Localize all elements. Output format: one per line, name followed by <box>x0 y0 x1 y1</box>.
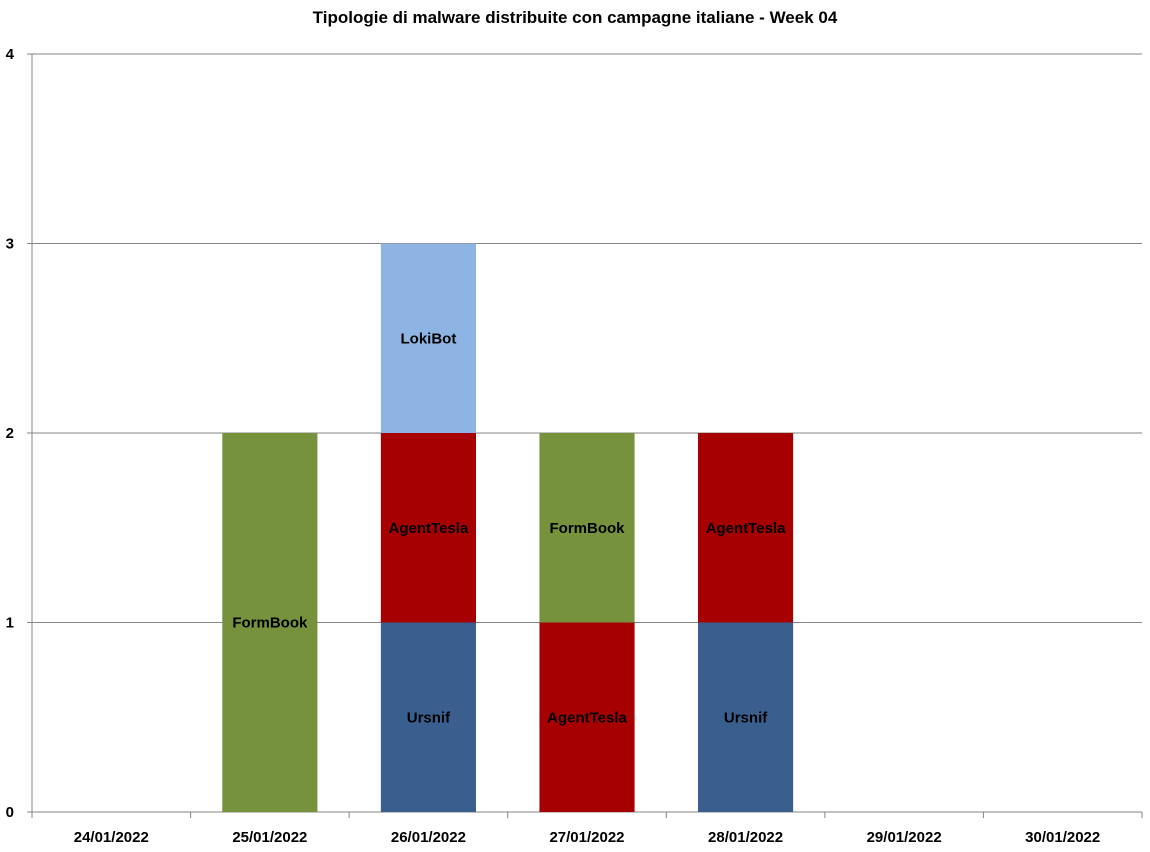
x-tick-label: 26/01/2022 <box>391 829 466 846</box>
y-tick-label: 2 <box>6 425 14 442</box>
data-label: FormBook <box>232 615 308 632</box>
data-label: FormBook <box>550 520 626 537</box>
y-tick-label: 3 <box>6 236 14 253</box>
x-tick-label: 25/01/2022 <box>232 829 307 846</box>
bar-segment <box>539 433 635 623</box>
x-tick-label: 29/01/2022 <box>867 829 942 846</box>
data-label: AgentTesla <box>706 520 786 537</box>
data-label: AgentTesla <box>547 709 627 726</box>
data-label: LokiBot <box>401 330 457 347</box>
x-tick-label: 30/01/2022 <box>1025 829 1100 846</box>
chart-title: Tipologie di malware distribuite con cam… <box>312 8 838 27</box>
bar-segment <box>380 433 476 623</box>
bar-segment <box>380 622 476 812</box>
y-tick-label: 0 <box>6 804 14 821</box>
bar-segment <box>222 433 318 812</box>
x-tick-label: 27/01/2022 <box>549 829 624 846</box>
x-tick-label: 24/01/2022 <box>74 829 149 846</box>
bar-segment <box>698 433 794 623</box>
bar-segment <box>698 622 794 812</box>
bar-segment <box>539 622 635 812</box>
bar-segment <box>380 243 476 433</box>
y-tick-label: 4 <box>6 46 15 63</box>
data-label: AgentTesla <box>389 520 469 537</box>
data-label: Ursnif <box>407 709 451 726</box>
y-tick-label: 1 <box>6 615 14 632</box>
x-tick-label: 28/01/2022 <box>708 829 783 846</box>
data-label: Ursnif <box>724 709 768 726</box>
